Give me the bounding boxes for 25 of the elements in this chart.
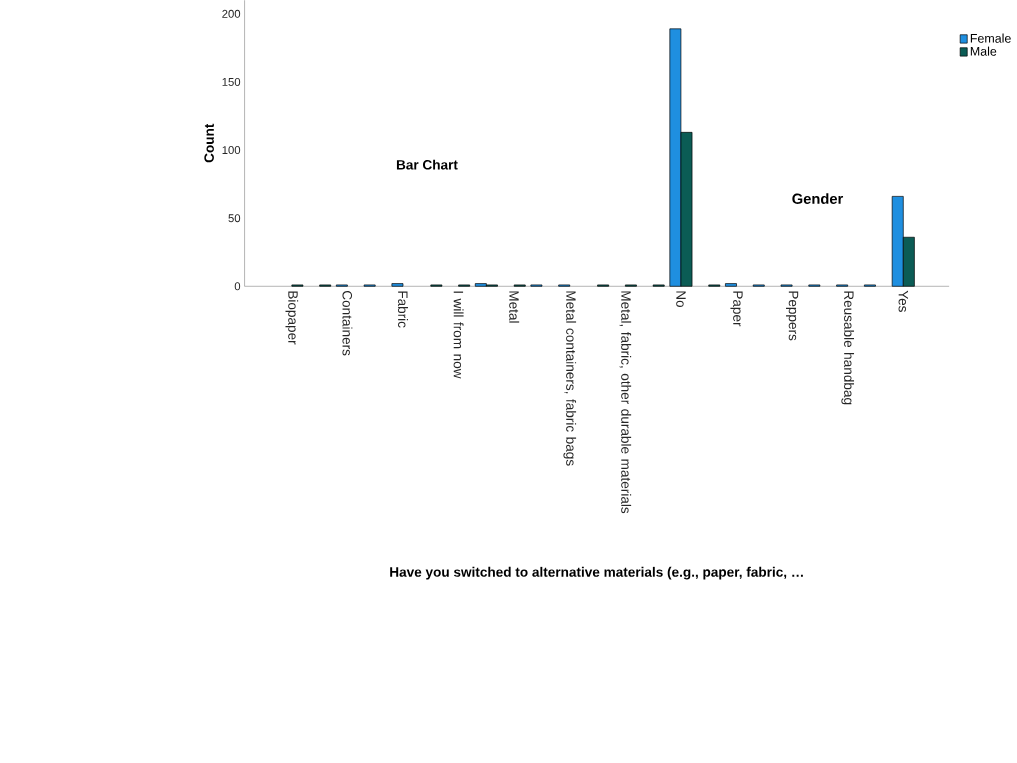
- x-tick-label: Paper: [730, 291, 743, 327]
- bar: [725, 283, 737, 287]
- x-tick-label: Metal containers, fabric bags: [563, 291, 577, 466]
- x-tick-label: Fabric: [398, 291, 408, 328]
- legend-label: Female: [970, 33, 1011, 43]
- x-tick-label: Biopaper: [285, 291, 299, 345]
- y-axis-title: Count: [204, 123, 214, 163]
- x-tick-label: Metal, fabric, other durable materials: [619, 291, 632, 514]
- x-tick-label: Metal: [509, 291, 520, 323]
- x-tick-label: Peppers: [786, 291, 799, 341]
- legend-label: Male: [970, 46, 997, 56]
- x-tick-label: No: [676, 291, 686, 308]
- bar: [391, 283, 404, 287]
- x-tick-label: Yes: [898, 290, 909, 312]
- y-tick-label: 100: [222, 146, 241, 155]
- text: Bar Chart: [396, 159, 458, 170]
- x-tick-label: Containers: [342, 290, 353, 356]
- x-axis-title: Have you switched to alternative materials (e.g., paper, fabric, …: [390, 566, 803, 580]
- y-tick-label: 0: [234, 282, 241, 291]
- y-tick-label: 150: [222, 77, 241, 86]
- y-tick-label: 50: [228, 214, 241, 223]
- x-tick-label: I will from now: [453, 291, 464, 379]
- y-tick-label: 200: [222, 9, 241, 18]
- legend-title: Gender: [792, 193, 844, 204]
- x-tick-label: Reusable handbag: [841, 291, 855, 405]
